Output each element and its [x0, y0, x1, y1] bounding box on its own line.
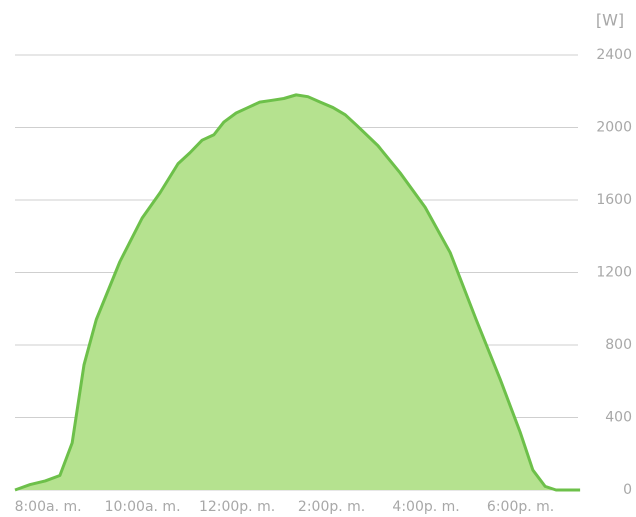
y-tick-label: 1600 — [596, 192, 632, 208]
x-tick-label: 10:00a. m. — [105, 499, 181, 515]
area-fill — [15, 94, 581, 490]
y-tick-label: 0 — [623, 482, 632, 498]
x-tick-label: 12:00p. m. — [199, 499, 275, 515]
y-tick-label: 800 — [605, 337, 632, 353]
y-tick-label: 2000 — [596, 120, 632, 136]
area-line — [14, 93, 581, 492]
x-tick-label: 8:00a. m. — [15, 499, 82, 515]
x-tick-label: 6:00p. m. — [487, 499, 554, 515]
y-axis-label: [W] — [596, 11, 624, 30]
y-tick-label: 2400 — [596, 47, 632, 63]
y-tick-label: 1200 — [596, 265, 632, 281]
y-tick-label: 400 — [605, 410, 632, 426]
x-tick-label: 4:00p. m. — [392, 499, 459, 515]
x-tick-label: 2:00p. m. — [298, 499, 365, 515]
